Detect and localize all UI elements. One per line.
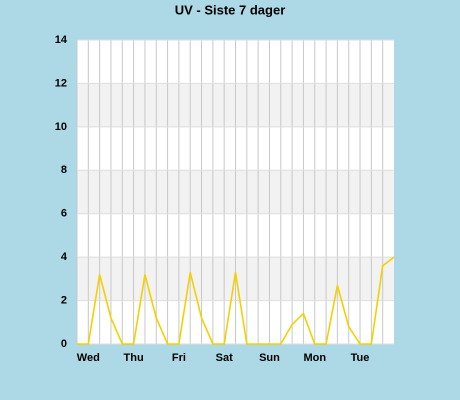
chart-title: UV - Siste 7 dager xyxy=(175,2,286,17)
x-tick-label: Tue xyxy=(351,352,370,364)
x-tick-label: Fri xyxy=(172,352,186,364)
uv-line xyxy=(77,256,395,345)
y-tick-label: 10 xyxy=(55,121,67,133)
y-tick-label: 12 xyxy=(55,77,67,89)
x-tick-label: Sat xyxy=(216,352,233,364)
y-tick-label: 0 xyxy=(61,338,67,350)
x-tick-label: Mon xyxy=(303,352,326,364)
y-tick-label: 14 xyxy=(55,34,68,46)
y-tick-label: 4 xyxy=(61,251,68,263)
x-tick-label: Wed xyxy=(77,352,100,364)
y-tick-label: 6 xyxy=(61,208,67,220)
x-tick-label: Sun xyxy=(259,352,280,364)
y-tick-label: 8 xyxy=(61,164,67,176)
y-tick-label: 2 xyxy=(61,294,67,306)
x-tick-label: Thu xyxy=(124,352,144,364)
